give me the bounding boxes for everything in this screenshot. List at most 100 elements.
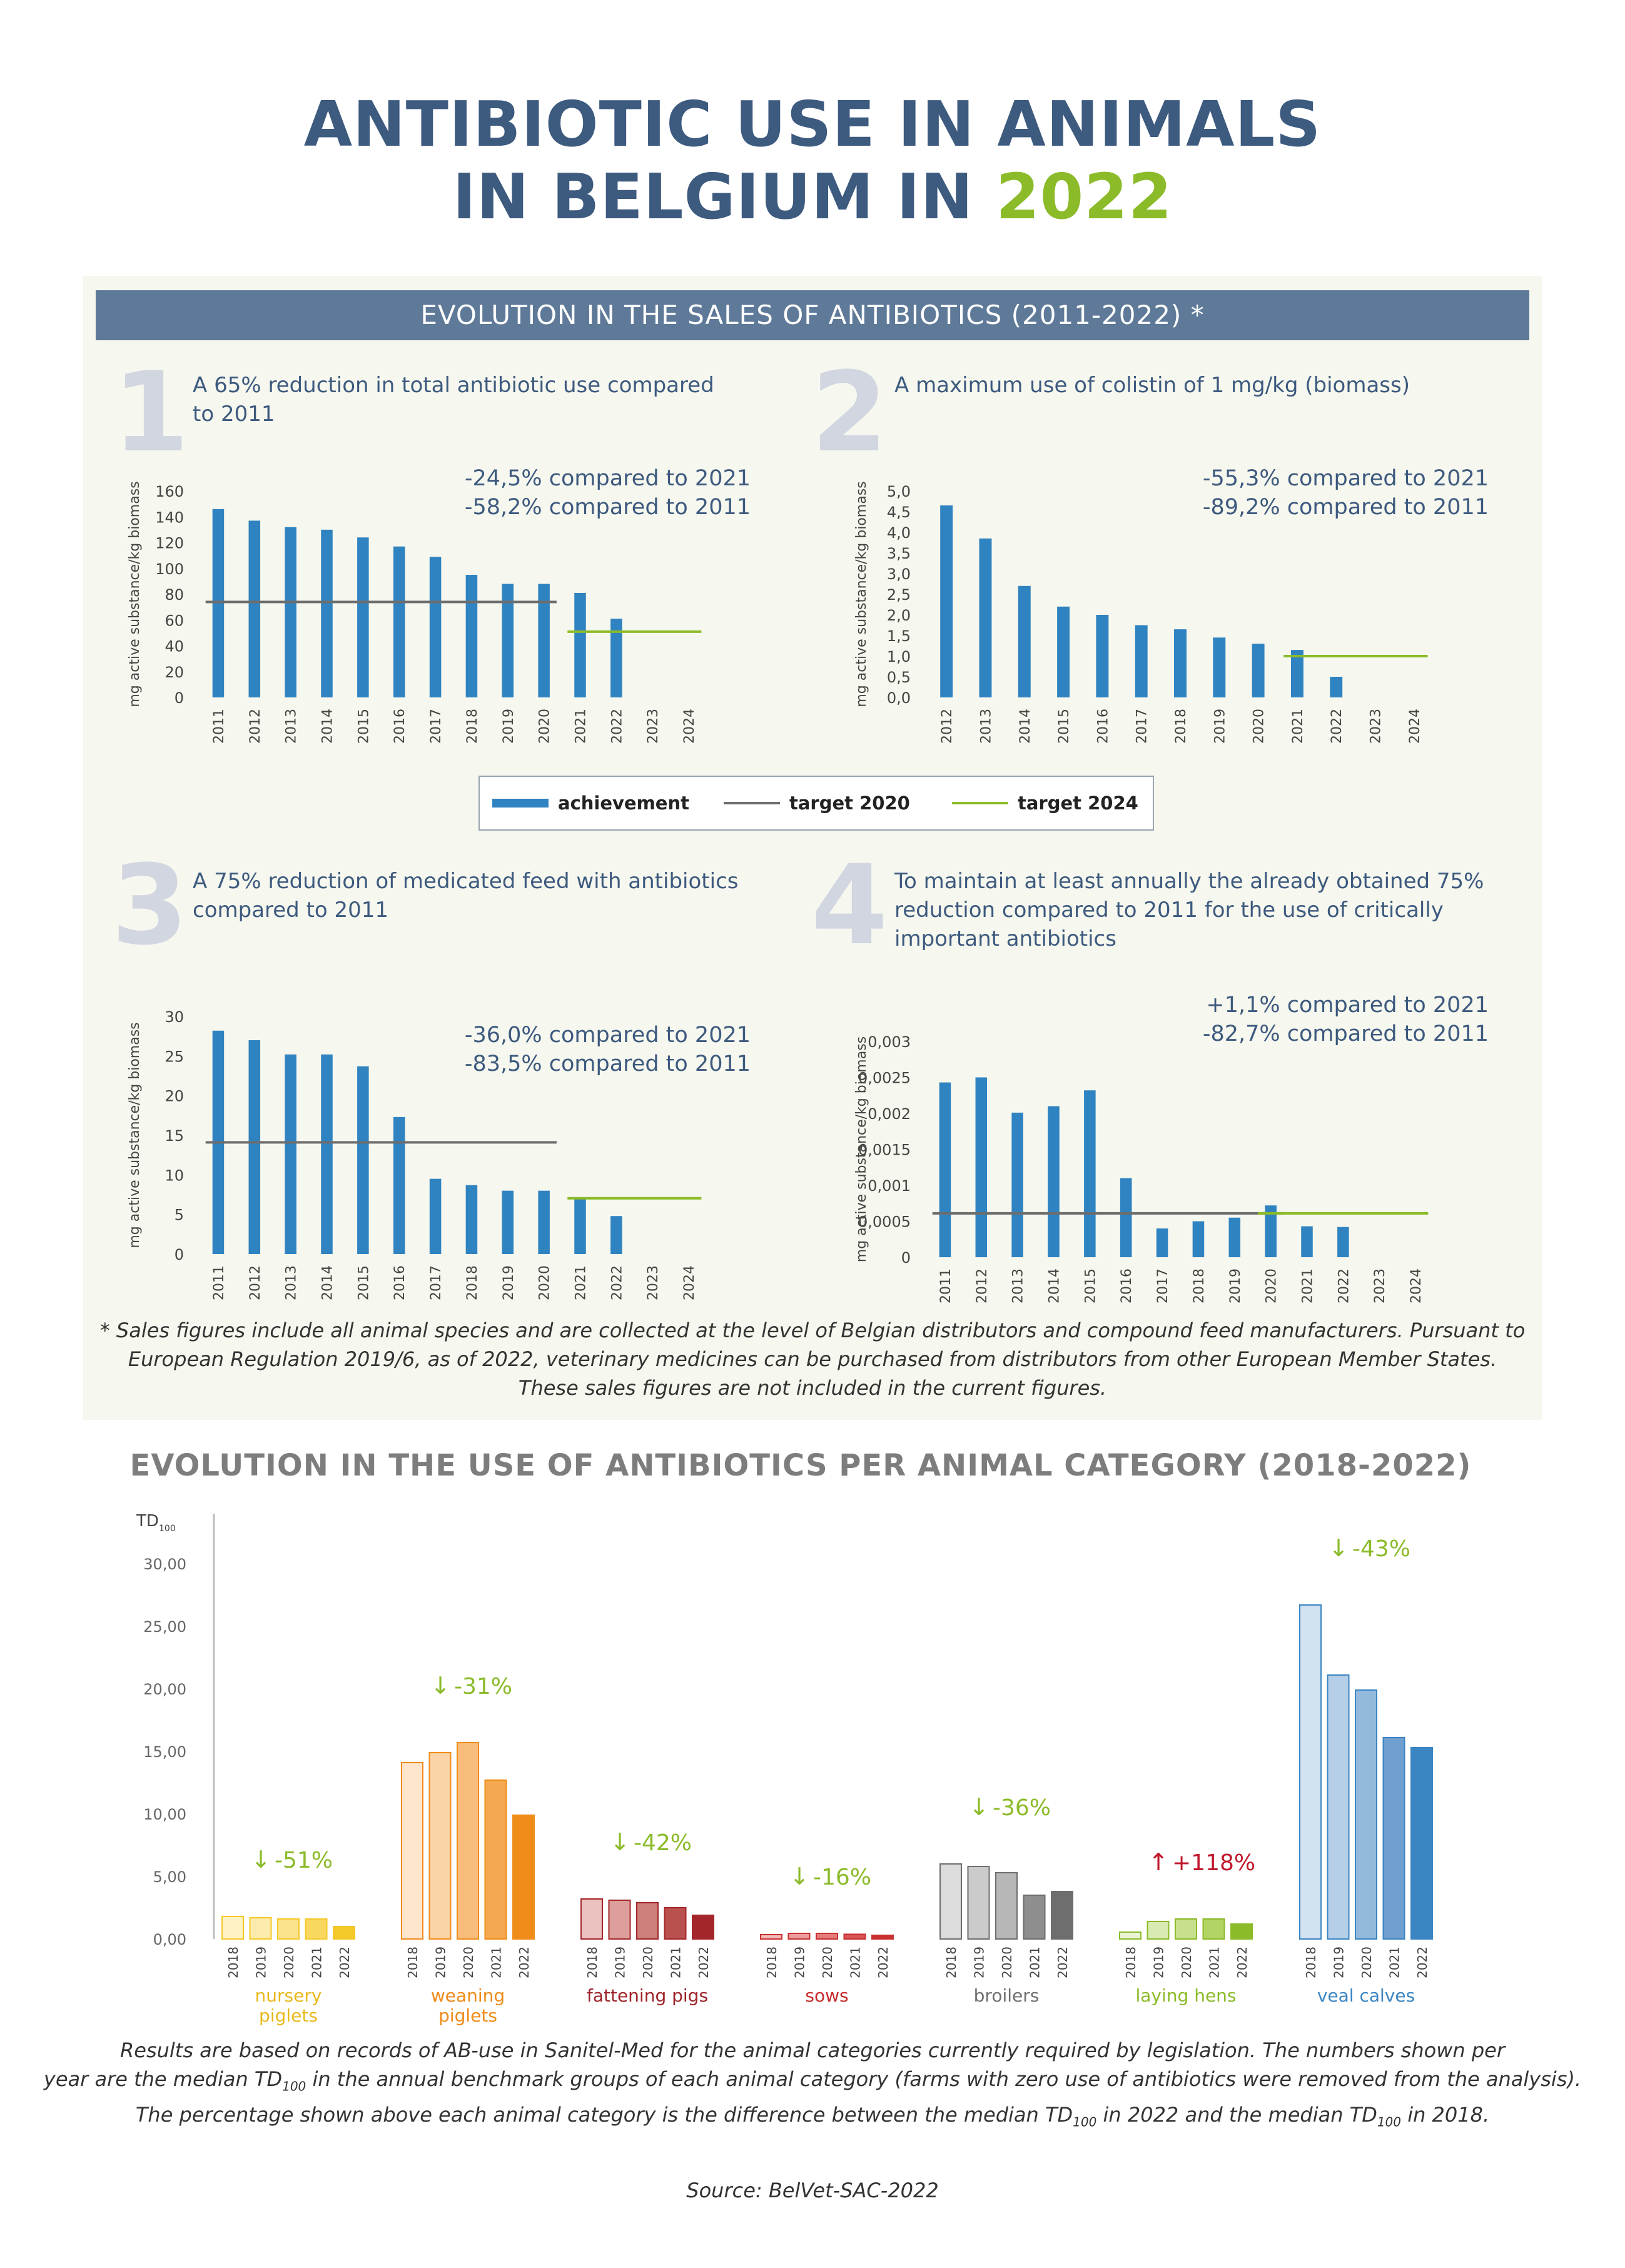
achievement-bar <box>1337 1227 1349 1257</box>
achievement-bar <box>1228 1217 1241 1257</box>
arrow-down-icon: ↓ <box>430 1672 450 1699</box>
category-bar <box>636 1902 659 1940</box>
x-tick-label: 2011 <box>938 1268 954 1304</box>
category-bar <box>1382 1737 1405 1940</box>
comparison-line: -82,7% compared to 2011 <box>1202 1021 1489 1046</box>
category-label: broilers <box>974 1985 1040 2006</box>
x-tick-label: 2021 <box>1300 1268 1316 1304</box>
achievement-bar <box>1156 1228 1168 1257</box>
achievement-bar <box>1057 606 1070 697</box>
y-axis-label: mg active substance/kg biomass <box>127 481 143 707</box>
achievement-bar <box>1084 1090 1096 1257</box>
y-tick-label: 5 <box>175 1207 184 1224</box>
chart-legend: achievement target 2020 target 2024 <box>478 776 1154 831</box>
year-tick-label: 2022 <box>337 1947 352 1978</box>
x-tick-label: 2021 <box>574 709 589 744</box>
footnote-line: European Regulation 2019/6, as of 2022, … <box>128 1347 1497 1371</box>
achievement-bar <box>1018 585 1031 697</box>
achievement-bar <box>1301 1226 1313 1257</box>
comparison-line: -55,3% compared to 2021 <box>1202 466 1489 491</box>
arrow-up-icon: ↑ <box>1148 1848 1168 1876</box>
goal-text-line: compared to 2011 <box>193 898 389 923</box>
change-label: -16% <box>813 1865 871 1890</box>
animal-category-section-title: EVOLUTION IN THE USE OF ANTIBIOTICS PER … <box>129 1448 1472 1483</box>
goal-text-2: A maximum use of colistin of 1 mg/kg (bi… <box>894 371 1495 400</box>
change-label: -36% <box>993 1795 1051 1821</box>
category-bar <box>401 1762 423 1940</box>
legend-label: target 2020 <box>789 792 910 814</box>
change-label: -51% <box>275 1848 333 1873</box>
year-tick-label: 2022 <box>1235 1947 1250 1978</box>
x-tick-label: 2014 <box>320 709 336 744</box>
x-tick-label: 2017 <box>1155 1268 1171 1304</box>
x-tick-label: 2024 <box>682 1265 697 1300</box>
goal-text-line: A maximum use of colistin of 1 mg/kg (bi… <box>894 373 1410 398</box>
chart-medicated-feed: 0 5 10 15 20 25 30 mg active substance/kg bioma… <box>127 1008 702 1300</box>
y-tick-label: 140 <box>155 509 184 526</box>
category-bar <box>512 1815 535 1940</box>
year-tick-label: 2022 <box>1055 1947 1070 1978</box>
year-tick-label: 2021 <box>1387 1947 1402 1978</box>
change-label: -31% <box>454 1674 512 1699</box>
category-bar <box>457 1742 479 1940</box>
year-tick-label: 2020 <box>281 1947 296 1978</box>
goal-text-3: A 75% reduction of medicated feed with a… <box>193 867 793 924</box>
achievement-bar <box>321 529 333 697</box>
change-label: -42% <box>634 1830 692 1856</box>
goal-number-1: 1 <box>113 348 190 477</box>
year-tick-label: 2021 <box>1028 1947 1043 1978</box>
achievement-bar <box>939 1082 951 1257</box>
x-tick-label: 2011 <box>211 709 227 744</box>
x-tick-label: 2018 <box>1192 1268 1207 1304</box>
year-tick-label: 2021 <box>310 1947 325 1978</box>
y-tick-label: 0,0025 <box>858 1070 911 1087</box>
goal-text-1: A 65% reduction in total antibiotic use … <box>193 371 768 428</box>
x-tick-label: 2016 <box>1095 709 1111 744</box>
y-tick-label: 25 <box>165 1048 184 1065</box>
y-tick-label: 0,0005 <box>858 1213 911 1231</box>
comparison-line: -58,2% compared to 2011 <box>464 495 751 520</box>
achievement-bar <box>357 1066 369 1254</box>
goal-text-line: A 75% reduction of medicated feed with a… <box>193 869 739 894</box>
year-tick-label: 2019 <box>1152 1947 1167 1978</box>
category-bar <box>608 1900 631 1940</box>
change-label: +118% <box>1172 1850 1255 1876</box>
y-axis-label: mg active substance/kg biomass <box>127 1022 143 1248</box>
arrow-down-icon: ↓ <box>969 1793 989 1821</box>
y-tick-label: 120 <box>155 535 184 552</box>
category-bar <box>939 1863 962 1940</box>
goal-number-2: 2 <box>811 348 888 477</box>
year-tick-label: 2019 <box>792 1947 807 1978</box>
legend-swatch-target-2024 <box>952 802 1008 804</box>
footnote-line: year are the median TD100 in the annual … <box>0 2065 1625 2100</box>
category-bar <box>277 1918 300 1940</box>
category-label: piglets <box>259 2005 318 2026</box>
category-bar <box>967 1866 990 1940</box>
x-tick-label: 2012 <box>248 709 263 744</box>
x-tick-label: 2023 <box>1369 709 1384 744</box>
legend-swatch-achievement <box>492 799 549 807</box>
y-tick-label: 5,00 <box>153 1868 186 1886</box>
legend-swatch-target-2020 <box>724 802 780 804</box>
category-bar <box>995 1872 1018 1940</box>
year-tick-label: 2021 <box>1207 1947 1222 1978</box>
footnote-subscript: 100 <box>1073 2114 1097 2130</box>
arrow-down-icon: ↓ <box>251 1846 271 1873</box>
source-note: Source: BelVet-SAC-2022 <box>686 2179 939 2202</box>
x-tick-label: 2013 <box>284 709 300 744</box>
comparison-line: +1,1% compared to 2021 <box>1206 993 1489 1018</box>
x-tick-label: 2018 <box>1173 709 1189 744</box>
achievement-bar <box>940 505 953 697</box>
goal-comparison-4: +1,1% compared to 2021 -82,7% compared t… <box>1088 991 1489 1048</box>
x-tick-label: 2021 <box>1290 709 1306 744</box>
achievement-bar <box>1135 625 1148 697</box>
x-tick-label: 2015 <box>356 709 372 744</box>
category-bar <box>1327 1674 1350 1940</box>
category-bar <box>692 1915 714 1940</box>
y-tick-label: 0,0015 <box>858 1142 911 1159</box>
y-tick-label: 80 <box>165 586 184 604</box>
x-tick-label: 2022 <box>1336 1268 1352 1304</box>
category-bar <box>580 1898 603 1940</box>
year-tick-label: 2022 <box>876 1947 891 1978</box>
x-tick-label: 2011 <box>211 1265 227 1300</box>
